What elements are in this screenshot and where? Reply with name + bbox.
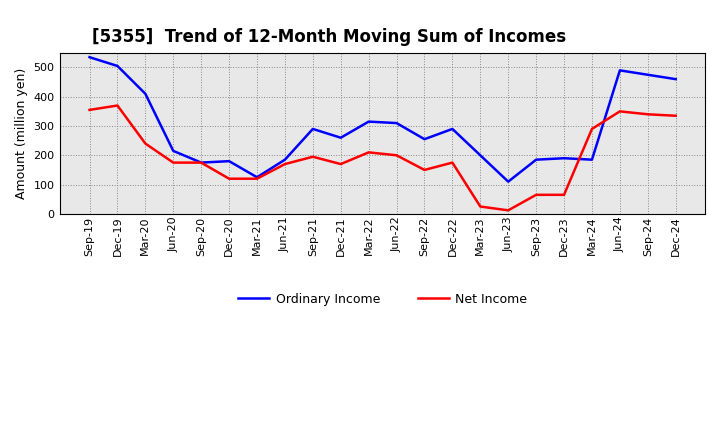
Net Income: [420, 167, 429, 172]
Ordinary Income: [671, 77, 680, 82]
Ordinary Income: [448, 126, 456, 132]
Line: Net Income: Net Income: [89, 106, 675, 210]
Net Income: [336, 161, 345, 167]
Text: [5355]  Trend of 12-Month Moving Sum of Incomes: [5355] Trend of 12-Month Moving Sum of I…: [92, 28, 567, 46]
Net Income: [169, 160, 178, 165]
Ordinary Income: [336, 135, 345, 140]
Net Income: [476, 204, 485, 209]
Legend: Ordinary Income, Net Income: Ordinary Income, Net Income: [233, 288, 532, 311]
Net Income: [364, 150, 373, 155]
Net Income: [225, 176, 233, 181]
Net Income: [671, 113, 680, 118]
Ordinary Income: [85, 55, 94, 60]
Ordinary Income: [532, 157, 541, 162]
Net Income: [559, 192, 568, 198]
Ordinary Income: [308, 126, 317, 132]
Net Income: [392, 153, 401, 158]
Ordinary Income: [169, 148, 178, 154]
Net Income: [616, 109, 624, 114]
Ordinary Income: [588, 157, 596, 162]
Ordinary Income: [281, 157, 289, 162]
Net Income: [281, 161, 289, 167]
Ordinary Income: [616, 68, 624, 73]
Net Income: [113, 103, 122, 108]
Net Income: [85, 107, 94, 113]
Net Income: [532, 192, 541, 198]
Ordinary Income: [644, 72, 652, 77]
Ordinary Income: [420, 136, 429, 142]
Ordinary Income: [392, 121, 401, 126]
Ordinary Income: [364, 119, 373, 124]
Net Income: [644, 112, 652, 117]
Net Income: [253, 176, 261, 181]
Ordinary Income: [113, 63, 122, 69]
Net Income: [197, 160, 205, 165]
Ordinary Income: [253, 175, 261, 180]
Ordinary Income: [225, 158, 233, 164]
Ordinary Income: [141, 91, 150, 96]
Y-axis label: Amount (million yen): Amount (million yen): [15, 68, 28, 199]
Ordinary Income: [504, 179, 513, 184]
Line: Ordinary Income: Ordinary Income: [89, 57, 675, 182]
Ordinary Income: [197, 160, 205, 165]
Net Income: [504, 208, 513, 213]
Ordinary Income: [559, 156, 568, 161]
Ordinary Income: [476, 153, 485, 158]
Net Income: [141, 141, 150, 146]
Net Income: [448, 160, 456, 165]
Net Income: [308, 154, 317, 159]
Net Income: [588, 126, 596, 132]
